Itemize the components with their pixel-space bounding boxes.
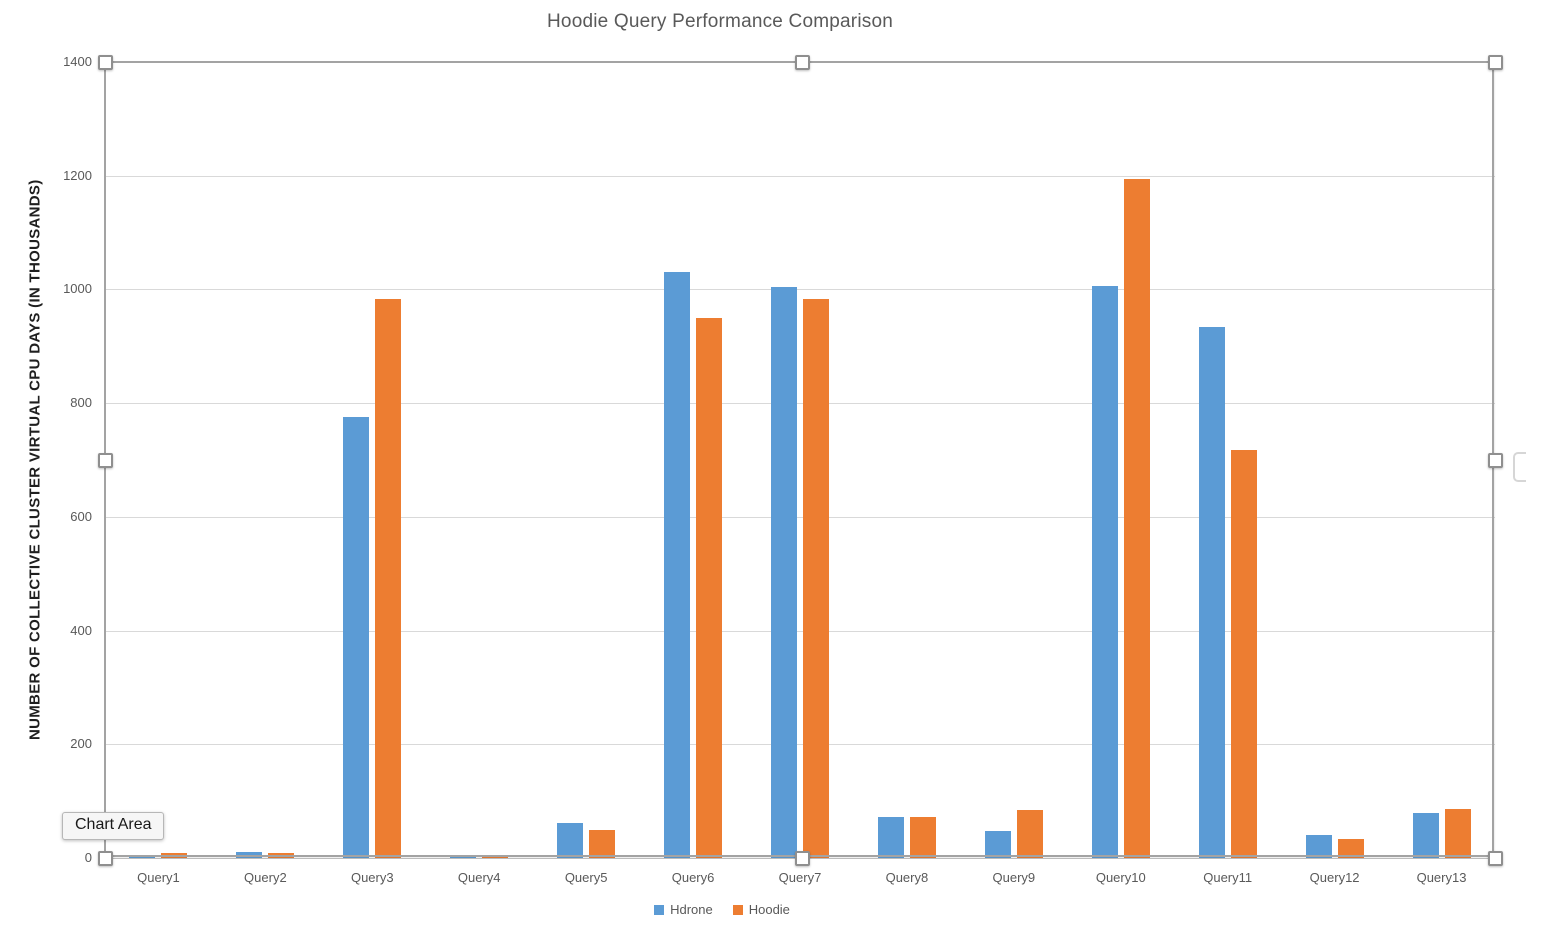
legend[interactable]: Hdrone Hoodie [0,902,1444,917]
y-tick-label-0[interactable]: 0 [84,850,92,865]
y-tick-label-1200[interactable]: 1200 [63,167,92,183]
selection-handle-top-left[interactable] [97,54,113,70]
chart-title[interactable]: Hoodie Query Performance Comparison [547,11,893,32]
x-tick-label-query8[interactable]: Query8 [885,870,929,885]
y-tick-label-200[interactable]: 200 [70,736,92,752]
x-tick-label-query6[interactable]: Query6 [671,870,715,885]
bar-hoodie-query8[interactable] [909,816,936,858]
bar-hdrone-query9[interactable] [984,830,1011,858]
legend-label: Hoodie [748,902,790,917]
bar-hdrone-query3[interactable] [343,416,370,858]
bar-hdrone-query12[interactable] [1305,834,1332,858]
y-tick-label-1000[interactable]: 1000 [63,281,92,297]
x-tick-label-query2[interactable]: Query2 [244,870,287,885]
selection-handle-mid-left[interactable] [97,452,113,468]
bar-hdrone-query7[interactable] [771,287,797,858]
bar-hoodie-query7[interactable] [803,298,829,858]
selection-handle-bottom-right[interactable] [1487,850,1503,866]
x-tick-label-query9[interactable]: Query9 [992,870,1036,885]
gridline-1200 [105,175,1495,177]
bar-hdrone-query2[interactable] [236,852,263,858]
y-tick-label-800[interactable]: 800 [70,395,92,411]
selection-handle-bottom-center[interactable] [794,850,810,866]
bar-hdrone-query11[interactable] [1198,326,1225,858]
selection-handle-top-center[interactable] [794,54,810,70]
bar-hdrone-query6[interactable] [664,271,691,858]
x-tick-label-query3[interactable]: Query3 [350,870,394,885]
bar-hoodie-query5[interactable] [589,829,616,858]
chart-area-tooltip: Chart Area [62,812,165,840]
bar-hoodie-query10[interactable] [1123,179,1150,858]
bar-hoodie-query4[interactable] [482,855,509,858]
bar-hoodie-query2[interactable] [268,852,295,858]
bar-hoodie-query6[interactable] [696,317,723,858]
bar-hoodie-query9[interactable] [1016,810,1043,858]
legend-item-hoodie[interactable]: Hoodie [732,902,790,917]
x-tick-label-query13[interactable]: Query13 [1416,870,1467,885]
bar-hoodie-query12[interactable] [1337,839,1364,858]
gridline-600 [105,516,1495,518]
chart-frame-partial-handle[interactable] [1513,452,1526,482]
x-tick-label-query11[interactable]: Query11 [1203,870,1253,885]
gridline-800 [105,403,1495,405]
selection-handle-mid-right[interactable] [1487,452,1503,468]
bar-hoodie-query11[interactable] [1230,450,1257,858]
y-tick-label-1400[interactable]: 1400 [63,54,92,69]
legend-swatch-icon [732,904,743,915]
bar-hdrone-query4[interactable] [450,855,477,858]
x-tick-label-query7[interactable]: Query7 [778,870,822,885]
gridline-200 [105,744,1495,746]
x-tick-label-query10[interactable]: Query10 [1095,870,1146,885]
bar-hdrone-query10[interactable] [1091,286,1118,858]
selection-handle-top-right[interactable] [1487,54,1503,70]
x-tick-label-query5[interactable]: Query5 [564,870,608,885]
bar-hdrone-query1[interactable] [129,855,156,858]
legend-item-hdrone[interactable]: Hdrone [654,902,713,917]
selection-handle-bottom-left[interactable] [97,850,113,866]
x-tick-label-query1[interactable]: Query1 [137,870,180,885]
plot-area[interactable] [105,62,1495,859]
bar-hoodie-query13[interactable] [1444,809,1471,858]
bar-hoodie-query1[interactable] [161,853,188,858]
y-tick-label-400[interactable]: 400 [70,622,92,638]
gridline-400 [105,630,1495,632]
bar-hdrone-query5[interactable] [557,822,584,858]
x-tick-label-query4[interactable]: Query4 [457,870,501,885]
bar-hdrone-query13[interactable] [1412,813,1439,858]
y-tick-label-600[interactable]: 600 [70,508,92,524]
legend-swatch-icon [654,904,665,915]
bar-hoodie-query3[interactable] [375,298,402,858]
x-tick-label-query12[interactable]: Query12 [1309,870,1360,885]
bar-hdrone-query8[interactable] [877,817,904,858]
legend-label: Hdrone [670,902,713,917]
gridline-1000 [105,289,1495,291]
